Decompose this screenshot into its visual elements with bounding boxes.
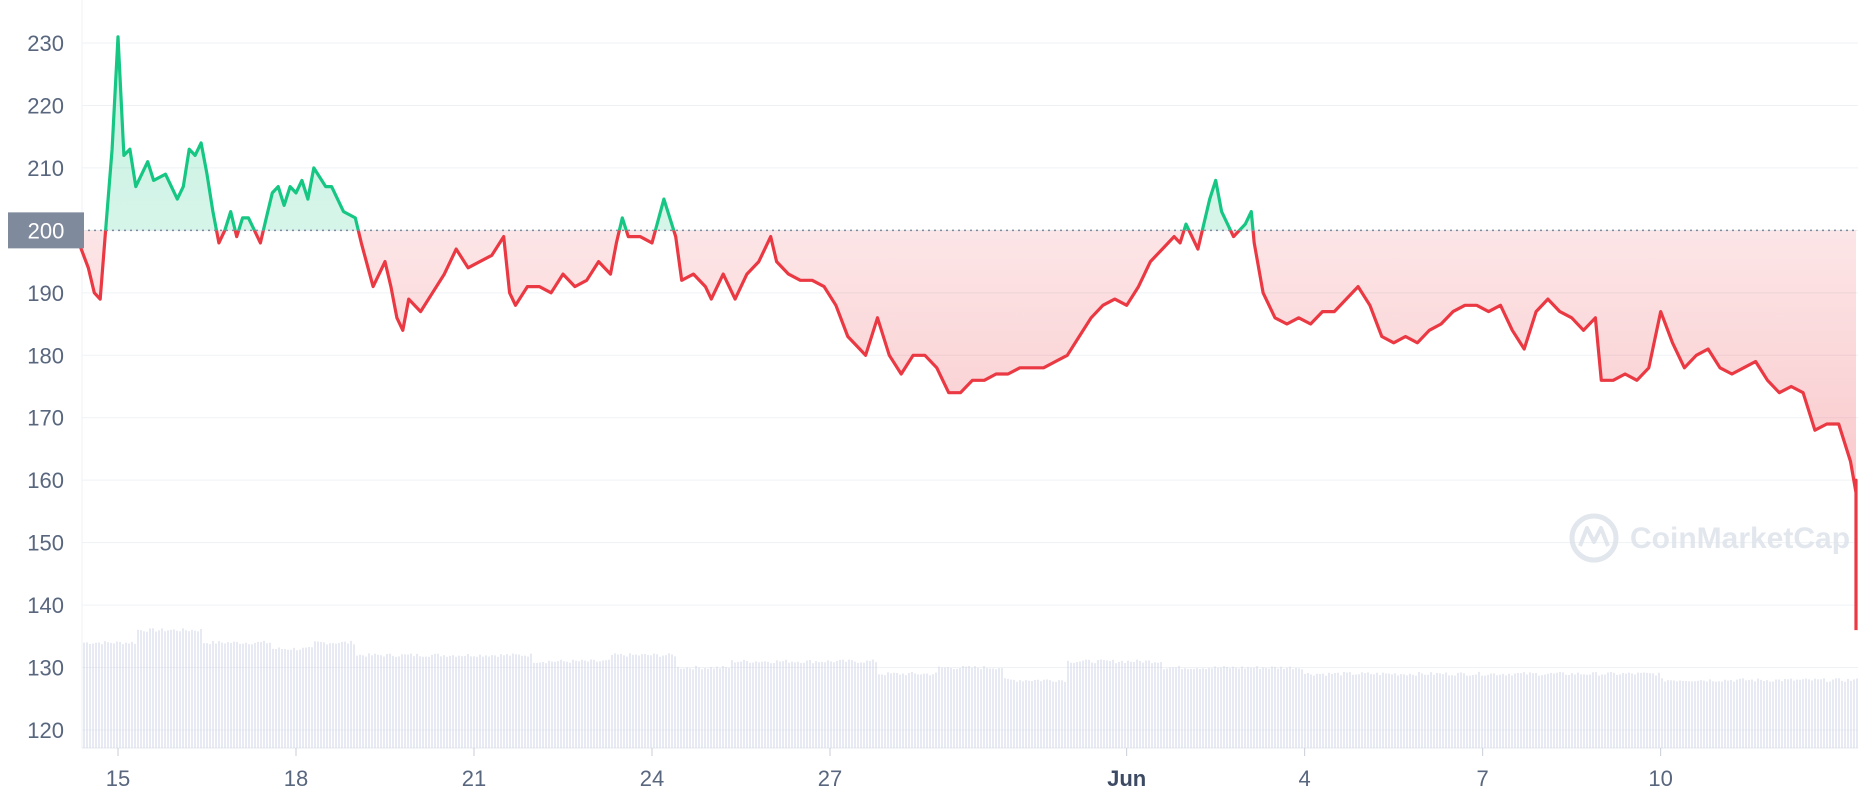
x-tick-label: 7 (1477, 766, 1489, 791)
price-line-above (104, 35, 1255, 231)
x-tick-label: 21 (462, 766, 486, 791)
x-tick-label: Jun (1107, 766, 1146, 791)
volume-bars (83, 628, 1858, 748)
y-tick-label: 140 (27, 593, 64, 618)
y-tick-label: 230 (27, 31, 64, 56)
y-tick-label: 170 (27, 406, 64, 431)
y-tick-label: 160 (27, 468, 64, 493)
y-tick-label: 190 (27, 281, 64, 306)
coinmarketcap-logo-icon (1569, 513, 1619, 563)
baseline-label: 200 (28, 218, 65, 243)
area-below-baseline (76, 230, 1856, 631)
y-tick-label: 120 (27, 718, 64, 743)
baseline-label-box (8, 212, 84, 249)
x-tick-label: 18 (284, 766, 308, 791)
x-tick-label: 10 (1648, 766, 1672, 791)
x-tick-label: 15 (106, 766, 130, 791)
price-line-below (75, 230, 1858, 631)
baseline: 200 (8, 212, 1858, 249)
area-fills (76, 36, 1856, 631)
price-lines (75, 35, 1858, 631)
x-tick-label: 4 (1299, 766, 1311, 791)
x-tick-label: 27 (818, 766, 842, 791)
y-tick-label: 220 (27, 93, 64, 118)
watermark-text: CoinMarketCap (1630, 522, 1850, 555)
watermark: CoinMarketCap (1569, 513, 1850, 563)
x-axis: 15 18 21 24 27 Jun 4 7 10 (106, 748, 1673, 791)
y-axis: 120 130 140 150 160 170 180 190 210 220 230 (27, 31, 64, 743)
y-tick-label: 210 (27, 156, 64, 181)
gridlines (81, 0, 1858, 749)
x-tick-label: 24 (640, 766, 664, 791)
y-tick-label: 150 (27, 531, 64, 556)
y-tick-label: 130 (27, 656, 64, 681)
y-tick-label: 180 (27, 343, 64, 368)
